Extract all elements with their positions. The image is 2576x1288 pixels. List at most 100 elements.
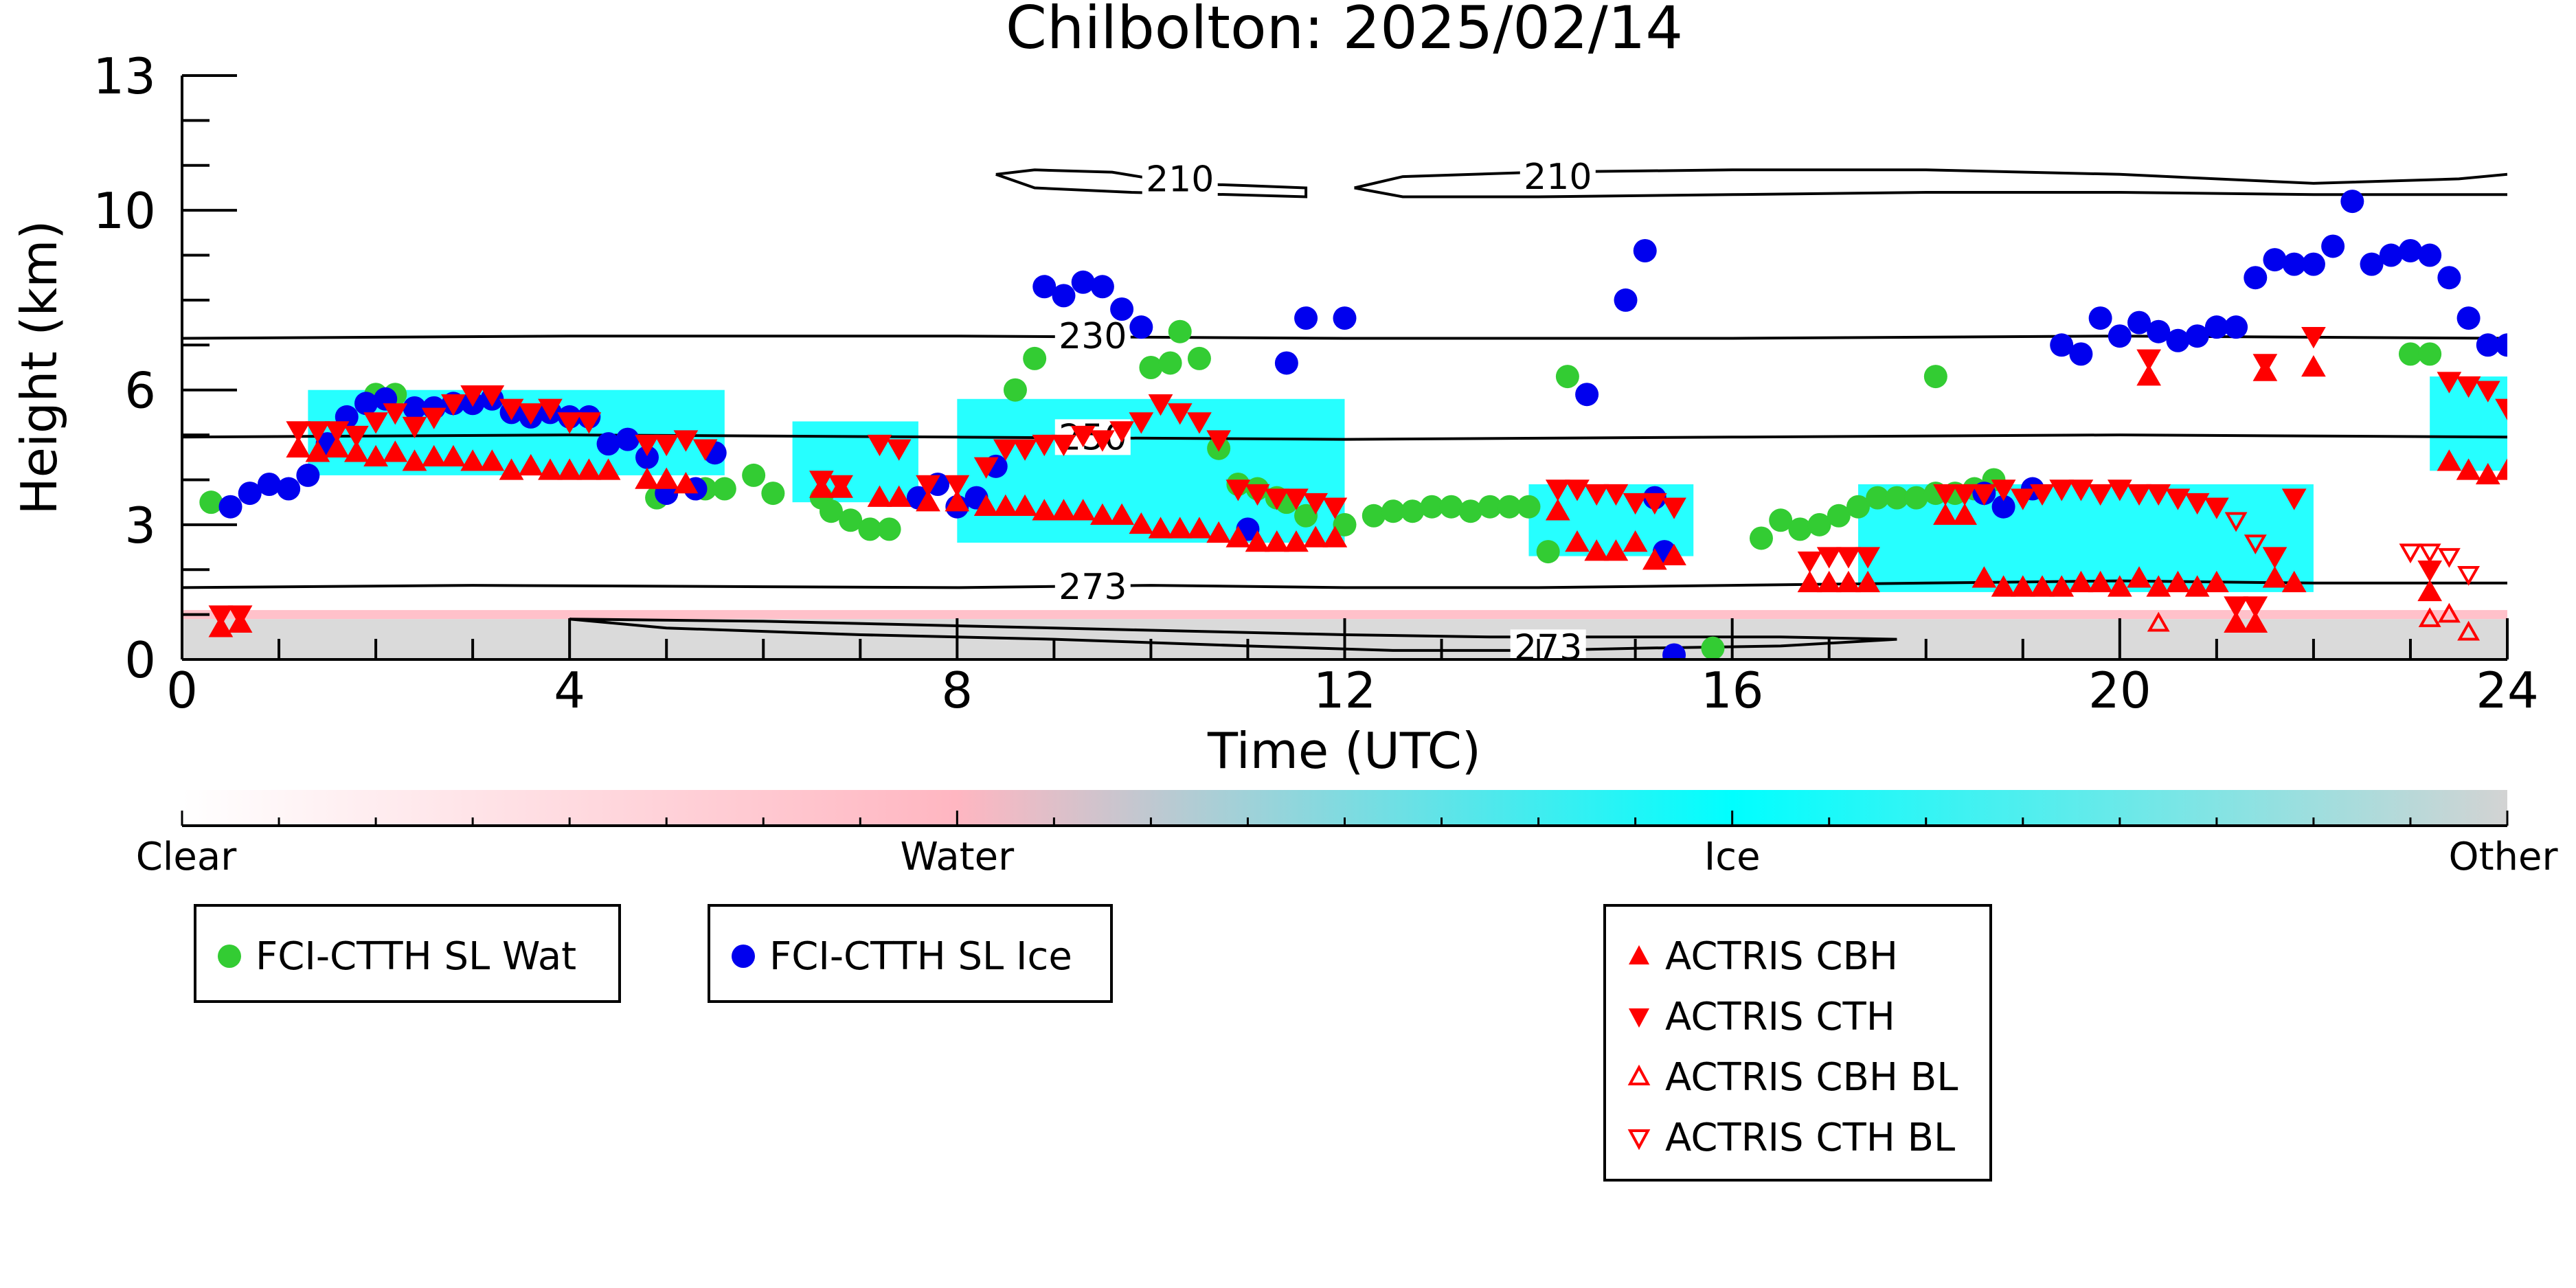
data-point <box>2301 354 2326 377</box>
data-point <box>2165 570 2191 593</box>
legend-marker <box>1627 1129 1651 1151</box>
data-point <box>742 463 766 487</box>
data-point <box>1584 484 1609 506</box>
data-point <box>576 412 602 434</box>
data-point <box>2244 266 2268 290</box>
data-point <box>2418 607 2441 627</box>
data-point <box>479 385 505 407</box>
y-tick-label: 10 <box>93 182 156 240</box>
data-point <box>2184 575 2210 597</box>
data-point <box>218 495 242 519</box>
data-point <box>2127 310 2151 335</box>
data-point <box>1264 530 1289 552</box>
data-point <box>2088 570 2113 593</box>
data-point <box>2437 602 2461 623</box>
data-point <box>1158 351 1182 375</box>
data-point <box>1623 493 1648 515</box>
data-point <box>1623 530 1648 552</box>
data-point <box>2184 493 2210 515</box>
data-point <box>2147 611 2170 632</box>
data-point <box>2049 575 2075 597</box>
data-point <box>1032 499 1057 521</box>
data-point <box>993 494 1018 516</box>
data-point <box>1322 497 1348 519</box>
data-point <box>460 449 485 471</box>
data-point <box>421 444 447 467</box>
data-point <box>2301 252 2325 276</box>
data-point <box>1584 539 1609 561</box>
data-point <box>1633 239 1657 262</box>
data-point <box>286 421 311 443</box>
data-point <box>2224 596 2248 618</box>
data-point <box>2321 234 2345 258</box>
data-point <box>2437 372 2462 394</box>
cloud-phase-colorbar: Clear Water Ice Other <box>136 790 2558 879</box>
data-point <box>1032 434 1057 457</box>
data-point <box>1362 504 1386 528</box>
contour-line <box>1354 168 2507 190</box>
data-point <box>2107 575 2132 597</box>
data-point <box>2204 315 2228 339</box>
data-point <box>2136 364 2162 386</box>
data-point <box>1855 547 1880 569</box>
data-point <box>403 396 427 420</box>
data-point <box>2515 459 2538 479</box>
contour-label: 230 <box>1059 316 1127 357</box>
data-point <box>383 440 408 462</box>
data-point <box>199 490 223 515</box>
data-point <box>2224 315 2248 339</box>
data-point <box>2146 484 2171 506</box>
data-point <box>324 421 350 443</box>
data-point <box>1971 484 1997 506</box>
data-point <box>208 605 234 627</box>
data-point <box>2069 342 2093 366</box>
data-point <box>654 467 679 489</box>
data-point <box>2417 579 2443 602</box>
x-tick-label: 20 <box>2088 662 2151 719</box>
data-point <box>2281 570 2307 593</box>
data-point <box>1565 479 1590 501</box>
data-point <box>635 445 659 469</box>
legend-marker <box>732 945 755 968</box>
data-point <box>1264 488 1289 510</box>
contour-label-bg <box>1519 159 1596 195</box>
data-point <box>227 605 253 627</box>
data-point <box>1701 636 1725 659</box>
data-point <box>2185 324 2209 348</box>
data-point <box>1051 434 1076 457</box>
data-point <box>499 458 524 480</box>
data-point <box>1614 288 1638 312</box>
data-point <box>2495 458 2507 480</box>
x-axis-label: Time (UTC) <box>1207 722 1481 780</box>
data-point <box>257 473 281 496</box>
data-point <box>1478 495 1502 519</box>
data-point <box>324 436 350 457</box>
data-point <box>402 416 427 439</box>
legend-marker <box>218 945 241 968</box>
data-point <box>2146 575 2171 597</box>
data-point <box>1904 486 1928 510</box>
data-point <box>2418 243 2442 267</box>
data-point <box>1565 530 1590 552</box>
data-point <box>1933 484 1958 506</box>
data-point <box>1052 284 1076 308</box>
data-point <box>886 439 912 461</box>
data-point <box>1401 499 1425 523</box>
data-point <box>1642 493 1667 515</box>
colorbar-label: Water <box>901 835 1015 879</box>
data-point <box>538 458 563 480</box>
data-point <box>1662 643 1686 659</box>
contour-label: 210 <box>1524 157 1592 198</box>
data-point <box>2166 328 2190 352</box>
data-point <box>1458 499 1482 523</box>
data-point <box>1148 517 1173 539</box>
data-point <box>2515 370 2538 393</box>
legend-item: FCI-CTTH SL Wat <box>216 934 576 979</box>
data-point <box>1090 430 1115 452</box>
data-point <box>635 434 659 457</box>
data-point <box>2204 497 2229 519</box>
data-point <box>1420 495 1444 519</box>
data-point <box>460 385 485 407</box>
data-point <box>1187 517 1212 539</box>
